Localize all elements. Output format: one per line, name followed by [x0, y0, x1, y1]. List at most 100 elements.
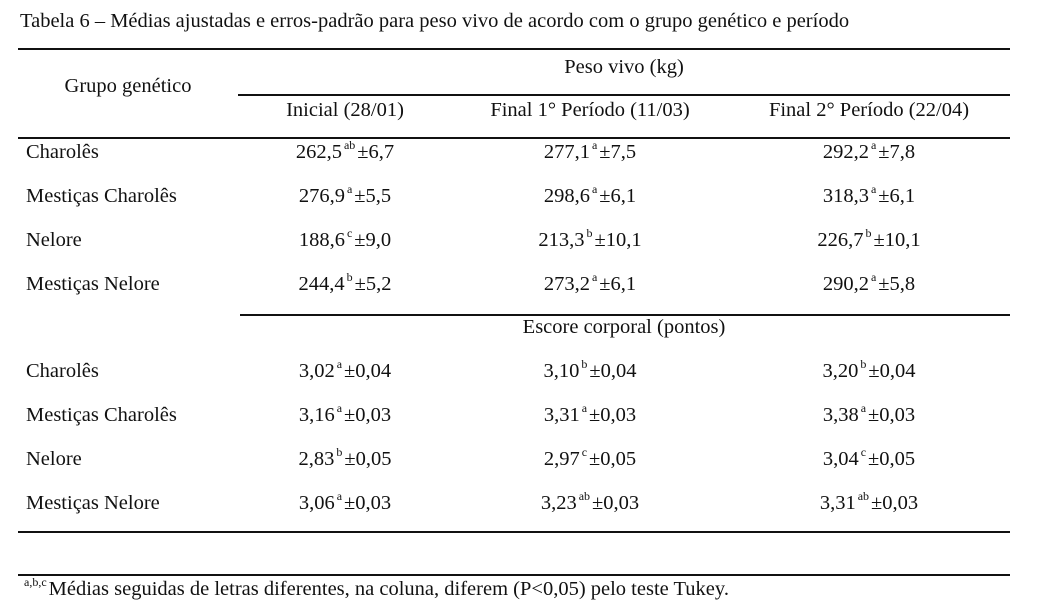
row-group-label: Charolês [26, 141, 99, 163]
footnote-rule [18, 574, 1010, 576]
cell-letter: ab [343, 138, 356, 152]
cell-mean: 2,97 [543, 448, 580, 470]
footnote: a,b,cMédias seguidas de letras diferente… [24, 575, 729, 601]
table-cell: 226,7 b±10,1 [817, 226, 921, 252]
column-header-final2: Final 2° Período (22/04) [768, 99, 970, 121]
cell-mean: 3,16 [298, 404, 335, 426]
table-cell: 276,9 a±5,5 [298, 182, 392, 208]
cell-error: ±10,1 [594, 229, 642, 251]
footnote-text: Médias seguidas de letras diferentes, na… [48, 578, 729, 600]
cell-error: ±0,05 [344, 448, 392, 470]
table-cell: 3,20 b±0,04 [822, 357, 915, 383]
cell-mean: 262,5 [295, 141, 342, 163]
cell-letter: a [336, 401, 343, 415]
row-group-label: Mestiças Nelore [26, 273, 160, 295]
cell-mean: 244,4 [298, 273, 345, 295]
row-group-label: Nelore [26, 229, 82, 251]
cell-mean: 3,31 [819, 492, 856, 514]
table-cell: 2,97 c±0,05 [543, 445, 637, 471]
cell-letter: b [581, 357, 588, 371]
section-rule [240, 314, 1010, 316]
cell-mean: 3,31 [543, 404, 580, 426]
cell-letter: a [860, 401, 867, 415]
table-cell: 3,31 a±0,03 [543, 401, 637, 427]
table-cell: 3,06 a±0,03 [298, 489, 392, 515]
cell-letter: b [865, 226, 872, 240]
cell-mean: 277,1 [543, 141, 590, 163]
table-cell: 262,5 ab±6,7 [295, 138, 395, 164]
cell-mean: 3,38 [822, 404, 859, 426]
cell-error: ±6,1 [599, 185, 637, 207]
row-group-label: Charolês [26, 360, 99, 382]
cell-letter: a [870, 270, 877, 284]
table-cell: 3,10 b±0,04 [543, 357, 637, 383]
cell-mean: 292,2 [822, 141, 869, 163]
cell-letter: ab [857, 489, 870, 503]
cell-mean: 3,10 [543, 360, 580, 382]
footnote-marks: a,b,c [24, 575, 47, 589]
table-cell: 3,16 a±0,03 [298, 401, 391, 427]
cell-error: ±5,5 [354, 185, 392, 207]
cell-letter: b [336, 445, 343, 459]
cell-error: ±0,05 [868, 448, 916, 470]
cell-error: ±0,04 [589, 360, 637, 382]
cell-mean: 3,20 [822, 360, 859, 382]
cell-error: ±0,03 [344, 492, 392, 514]
cell-letter: c [581, 445, 588, 459]
cell-mean: 226,7 [817, 229, 864, 251]
cell-mean: 3,23 [540, 492, 577, 514]
cell-mean: 3,06 [298, 492, 335, 514]
cell-letter: c [346, 226, 353, 240]
table-cell: 3,31 ab±0,03 [819, 489, 919, 515]
top-rule [18, 48, 1010, 50]
cell-error: ±7,5 [599, 141, 637, 163]
cell-letter: a [870, 138, 877, 152]
cell-letter: b [346, 270, 353, 284]
table-cell: 298,6 a±6,1 [544, 182, 637, 208]
cell-letter: a [346, 182, 353, 196]
cell-mean: 273,2 [543, 273, 590, 295]
cell-error: ±6,7 [357, 141, 395, 163]
cell-error: ±0,03 [589, 404, 637, 426]
cell-letter: ab [578, 489, 591, 503]
cell-mean: 276,9 [298, 185, 345, 207]
cell-letter: b [860, 357, 867, 371]
table-cell: 244,4 b±5,2 [298, 270, 391, 296]
cell-letter: a [591, 182, 598, 196]
cell-letter: a [336, 489, 343, 503]
cell-mean: 318,3 [822, 185, 869, 207]
table-cell: 318,3 a±6,1 [822, 182, 916, 208]
cell-error: ±0,03 [868, 404, 916, 426]
cell-letter: a [870, 182, 877, 196]
cell-mean: 188,6 [298, 229, 345, 251]
cell-error: ±0,04 [344, 360, 392, 382]
cell-error: ±0,03 [871, 492, 919, 514]
section-title-weight: Peso vivo (kg) [564, 56, 684, 78]
cell-error: ±5,8 [878, 273, 916, 295]
cell-error: ±6,1 [878, 185, 916, 207]
table-cell: 2,83 b±0,05 [298, 445, 392, 471]
row-group-label: Mestiças Charolês [26, 185, 177, 207]
cell-letter: a [336, 357, 343, 371]
cell-letter: a [591, 138, 598, 152]
cell-error: ±0,05 [589, 448, 637, 470]
cell-error: ±9,0 [354, 229, 392, 251]
header-sub-rule [238, 94, 1010, 96]
table-cell: 3,04 c±0,05 [822, 445, 916, 471]
cell-error: ±7,8 [878, 141, 916, 163]
cell-error: ±6,1 [599, 273, 637, 295]
cell-mean: 213,3 [538, 229, 585, 251]
cell-error: ±10,1 [873, 229, 921, 251]
column-header-inicial: Inicial (28/01) [286, 99, 404, 121]
cell-mean: 3,04 [822, 448, 859, 470]
bottom-rule [18, 531, 1010, 533]
cell-mean: 2,83 [298, 448, 335, 470]
cell-letter: c [860, 445, 867, 459]
table-cell: 3,02 a±0,04 [299, 357, 392, 383]
cell-letter: a [581, 401, 588, 415]
row-group-label: Mestiças Charolês [26, 404, 177, 426]
row-group-label: Nelore [26, 448, 82, 470]
cell-letter: a [591, 270, 598, 284]
table-cell: 3,23 ab±0,03 [540, 489, 639, 515]
table-caption: Tabela 6 – Médias ajustadas e erros-padr… [20, 10, 850, 32]
